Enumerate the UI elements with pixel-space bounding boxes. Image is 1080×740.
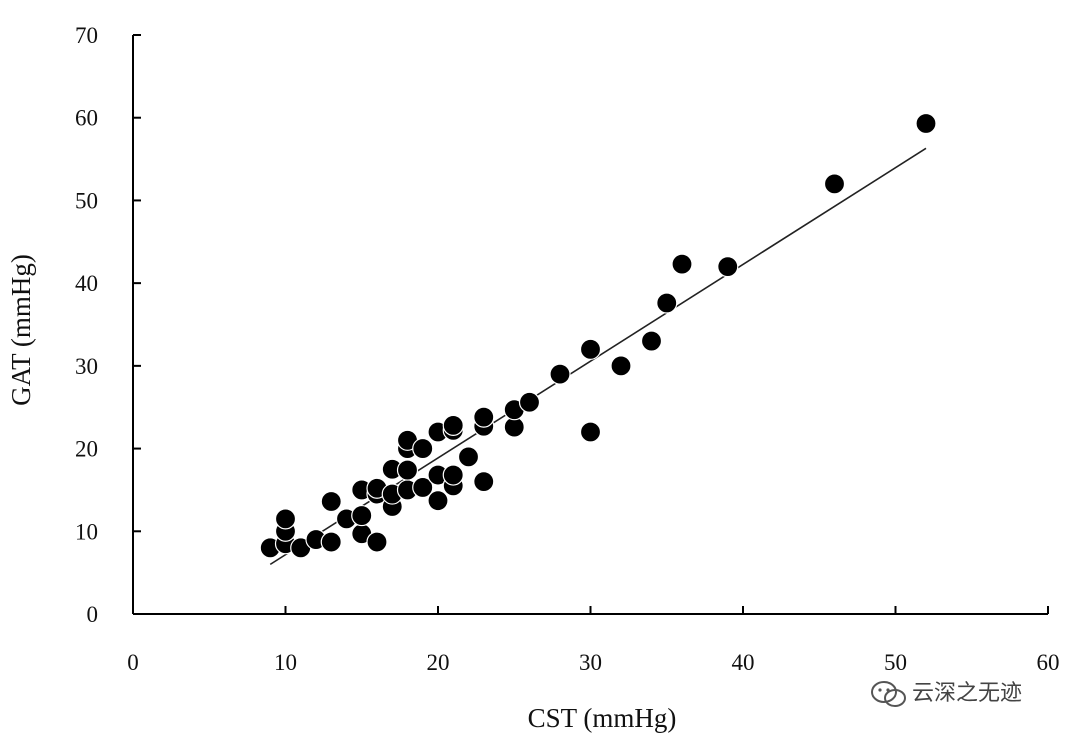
y-axis-title: GAT (mmHg) bbox=[6, 254, 36, 406]
data-point bbox=[351, 504, 373, 527]
data-point bbox=[427, 490, 449, 512]
data-point bbox=[579, 338, 602, 360]
x-axis-title: CST (mmHg) bbox=[528, 703, 677, 733]
y-tick-label: 0 bbox=[87, 602, 99, 627]
x-tick-label: 0 bbox=[127, 650, 139, 675]
data-point bbox=[396, 459, 419, 481]
data-point bbox=[366, 531, 388, 553]
y-tick-label: 10 bbox=[75, 519, 98, 544]
data-point bbox=[412, 476, 434, 499]
data-point bbox=[717, 256, 739, 278]
data-point bbox=[610, 355, 632, 377]
data-point bbox=[518, 391, 541, 413]
y-tick-label: 70 bbox=[75, 23, 98, 48]
data-points bbox=[259, 112, 937, 559]
data-point bbox=[473, 471, 495, 493]
x-tick-label: 20 bbox=[427, 650, 450, 675]
data-point bbox=[915, 112, 937, 135]
data-point bbox=[274, 508, 297, 530]
data-point bbox=[412, 437, 434, 460]
data-point bbox=[320, 490, 342, 513]
x-tick-label: 10 bbox=[274, 650, 297, 675]
x-tick-label: 60 bbox=[1037, 650, 1060, 675]
x-tick-label: 30 bbox=[579, 650, 602, 675]
y-tick-label: 40 bbox=[75, 271, 98, 296]
y-tick-label: 30 bbox=[75, 354, 98, 379]
data-point bbox=[579, 421, 602, 443]
data-point bbox=[442, 414, 464, 437]
y-tick-label: 60 bbox=[75, 106, 98, 131]
data-point bbox=[473, 406, 495, 428]
watermark-text: 云深之无迹 bbox=[912, 681, 1022, 706]
y-ticks: 0 10 20 30 40 50 60 70 bbox=[75, 23, 141, 627]
data-point bbox=[656, 292, 678, 314]
data-point bbox=[320, 531, 342, 553]
x-tick-label: 40 bbox=[732, 650, 755, 675]
x-ticks: 0 10 20 30 40 50 60 bbox=[127, 606, 1060, 675]
data-point bbox=[442, 464, 464, 486]
y-tick-label: 20 bbox=[75, 437, 98, 462]
data-point bbox=[549, 363, 571, 385]
data-point bbox=[671, 253, 693, 275]
wechat-icon bbox=[871, 681, 906, 707]
data-point bbox=[457, 446, 480, 468]
x-tick-label: 50 bbox=[884, 650, 907, 675]
y-tick-label: 50 bbox=[75, 188, 98, 213]
watermark: 云深之无迹 bbox=[871, 681, 1022, 707]
data-point bbox=[823, 173, 846, 195]
data-point bbox=[640, 330, 663, 352]
